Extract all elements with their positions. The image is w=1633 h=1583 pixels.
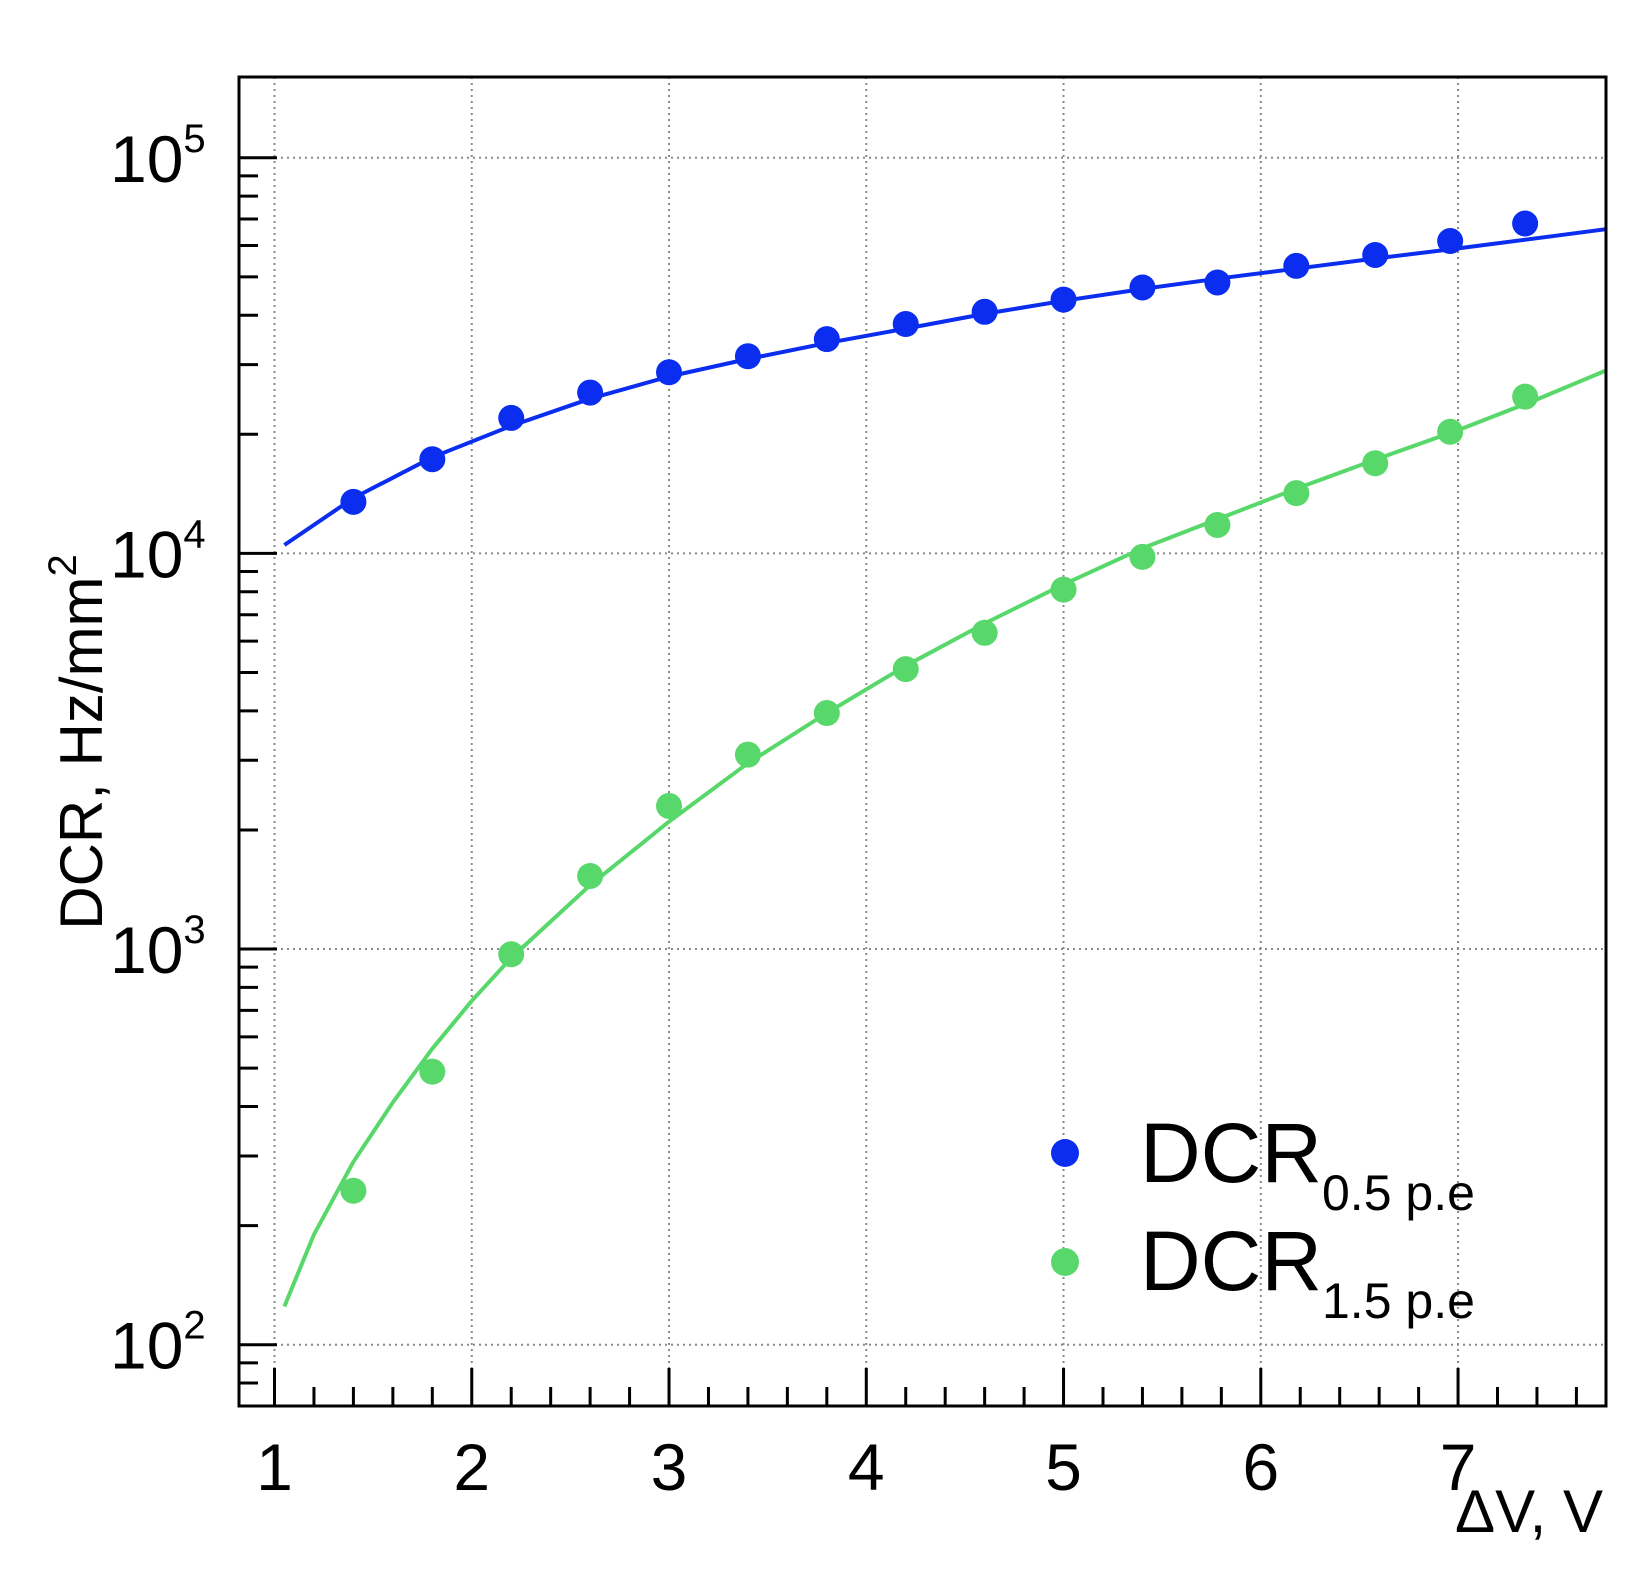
y-tick-label-base: 10: [110, 1309, 183, 1383]
y-tick-label-exponent: 5: [183, 117, 205, 161]
data-point-series-0: [419, 446, 446, 473]
legend-label-series-0-name: DCR: [1140, 1106, 1322, 1200]
data-point-series-0: [813, 326, 840, 353]
data-point-series-1: [813, 700, 840, 727]
data-point-series-0: [1512, 210, 1539, 237]
x-tick-label: 5: [1045, 1430, 1082, 1504]
x-tick-label: 7: [1440, 1430, 1477, 1504]
y-tick-label: 104: [110, 512, 206, 591]
data-point-series-1: [1050, 576, 1077, 603]
data-point-series-1: [1283, 480, 1310, 507]
y-axis-title-text: DCR, Hz/mm: [48, 576, 115, 929]
data-point-series-0: [656, 359, 683, 386]
data-point-series-0: [1283, 252, 1310, 279]
data-point-series-0: [1437, 228, 1464, 255]
data-point-series-0: [340, 488, 367, 515]
plot-series: [282, 210, 1607, 1308]
legend-label-series-0-subscript: 0.5 p.e: [1322, 1165, 1475, 1221]
data-point-series-1: [734, 741, 761, 768]
data-point-series-1: [971, 619, 998, 646]
data-point-series-0: [1050, 286, 1077, 313]
data-point-series-0: [892, 311, 919, 338]
data-point-series-0: [498, 404, 525, 431]
legend-label-series-1-name: DCR: [1140, 1214, 1322, 1308]
data-point-series-0: [734, 343, 761, 370]
y-tick-label: 102: [110, 1304, 206, 1383]
data-point-series-0: [577, 379, 604, 406]
data-point-series-0: [1362, 241, 1389, 268]
y-axis-title-exponent: 2: [41, 554, 85, 576]
data-point-series-1: [340, 1177, 367, 1204]
y-tick-label-base: 10: [110, 913, 183, 987]
y-tick-label-exponent: 3: [183, 908, 205, 952]
y-tick-label: 105: [110, 117, 206, 196]
data-point-series-1: [1204, 511, 1231, 538]
legend-label-series-1: DCR1.5 p.e: [1140, 1214, 1475, 1329]
data-point-series-1: [656, 792, 683, 819]
x-tick-label: 2: [453, 1430, 490, 1504]
x-axis-title: ΔV, V: [1455, 1478, 1603, 1545]
data-point-series-1: [577, 862, 604, 889]
y-tick-label-exponent: 2: [183, 1304, 205, 1348]
data-point-series-1: [419, 1058, 446, 1085]
data-point-series-1: [1512, 383, 1539, 410]
data-point-series-1: [1437, 418, 1464, 445]
legend-label-series-0: DCR0.5 p.e: [1140, 1106, 1475, 1221]
legend: DCR0.5 p.e DCR1.5 p.e: [1051, 1106, 1475, 1329]
data-point-series-0: [971, 298, 998, 325]
data-point-series-0: [1204, 269, 1231, 296]
y-tick-label-base: 10: [110, 517, 183, 591]
data-point-series-1: [1362, 450, 1389, 477]
data-point-series-1: [498, 941, 525, 968]
x-tick-label: 4: [848, 1430, 885, 1504]
y-axis-title: DCR, Hz/mm2: [41, 554, 115, 930]
data-point-series-0: [1129, 274, 1156, 301]
legend-label-series-1-subscript: 1.5 p.e: [1322, 1273, 1475, 1329]
legend-marker-series-0: [1051, 1139, 1079, 1167]
fit-curve-series-0: [283, 227, 1607, 547]
x-tick-label: 6: [1242, 1430, 1279, 1504]
y-tick-label-exponent: 4: [183, 512, 205, 556]
data-point-series-1: [892, 656, 919, 683]
legend-marker-series-1: [1051, 1248, 1079, 1276]
plot-frame: [237, 75, 1608, 1408]
y-tick-label: 103: [110, 908, 206, 987]
data-point-series-1: [1129, 543, 1156, 570]
y-tick-label-base: 10: [110, 122, 183, 196]
x-tick-label: 1: [256, 1430, 293, 1504]
x-tick-label: 3: [651, 1430, 688, 1504]
